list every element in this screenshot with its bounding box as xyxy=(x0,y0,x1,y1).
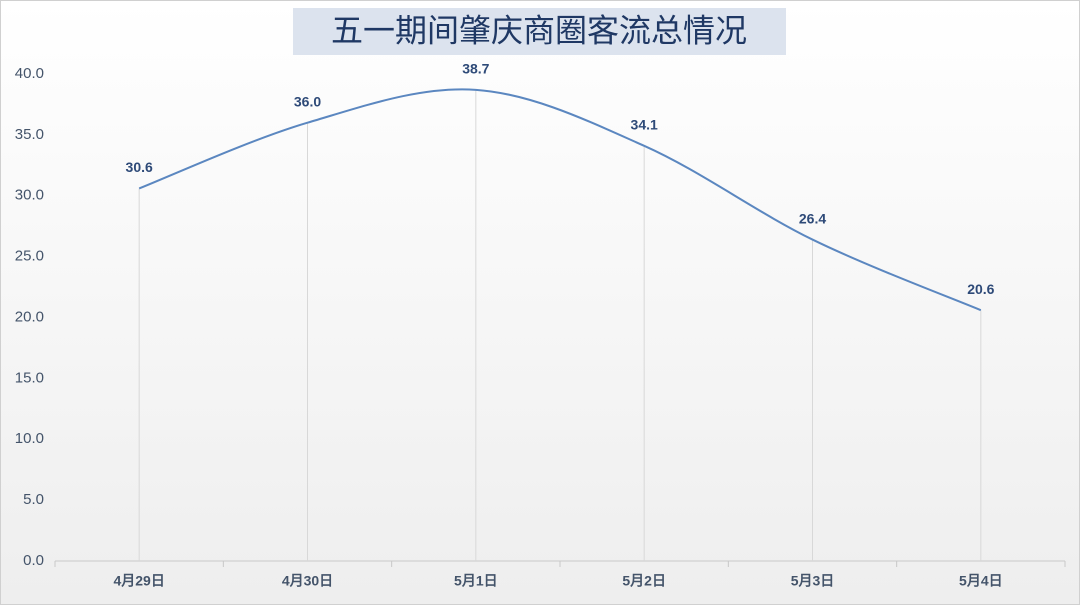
y-tick-label: 30.0 xyxy=(15,187,44,204)
y-tick-label: 5.0 xyxy=(23,491,44,508)
x-tick-label: 5月1日 xyxy=(454,573,498,589)
data-label: 26.4 xyxy=(799,210,826,226)
y-tick-label: 25.0 xyxy=(15,248,44,265)
x-tick-label: 4月30日 xyxy=(282,573,333,589)
data-label: 34.1 xyxy=(631,117,658,133)
chart-title: 五一期间肇庆商圈客流总情况 xyxy=(331,12,747,50)
x-tick-label: 5月3日 xyxy=(791,573,835,589)
y-tick-label: 10.0 xyxy=(15,430,44,447)
data-label: 20.6 xyxy=(967,281,994,297)
x-tick-label: 5月4日 xyxy=(959,573,1003,589)
y-tick-label: 0.0 xyxy=(23,552,44,569)
y-tick-label: 40.0 xyxy=(15,65,44,82)
y-tick-label: 20.0 xyxy=(15,308,44,325)
y-tick-label: 35.0 xyxy=(15,126,44,143)
x-tick-label: 5月2日 xyxy=(622,573,666,589)
title-box xyxy=(293,8,786,55)
data-label: 30.6 xyxy=(126,159,153,175)
data-label: 38.7 xyxy=(462,61,489,77)
y-tick-label: 15.0 xyxy=(15,369,44,386)
data-label: 36.0 xyxy=(294,93,321,109)
line xyxy=(138,88,982,312)
x-tick-label: 4月29日 xyxy=(113,573,164,589)
